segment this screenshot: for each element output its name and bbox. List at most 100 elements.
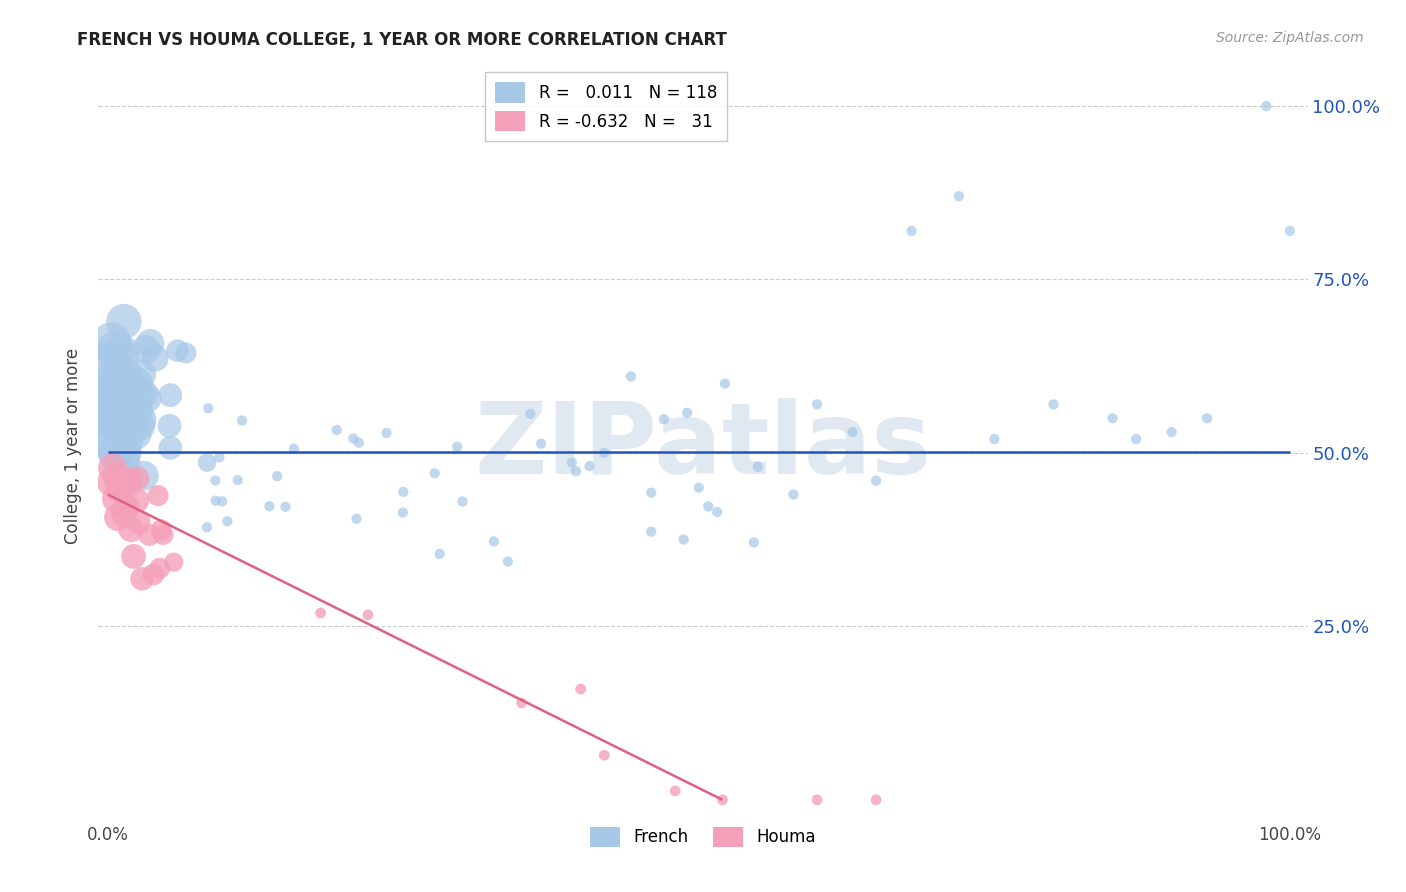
Point (174, 346, 197, 360)
Point (100, 397, 122, 411)
Point (122, 549, 145, 564)
Point (108, 482, 131, 496)
Point (652, 412, 675, 426)
Point (105, 469, 128, 483)
Point (569, 682, 592, 697)
Point (706, 505, 728, 519)
Point (127, 471, 149, 485)
Point (496, 555, 519, 569)
Point (688, 481, 710, 495)
Point (131, 572, 153, 586)
Point (283, 442, 305, 456)
Point (128, 515, 150, 529)
Point (166, 343, 188, 358)
Point (392, 484, 415, 499)
Point (697, 500, 720, 514)
Point (197, 401, 219, 416)
Point (375, 425, 398, 440)
Point (578, 459, 600, 474)
Point (204, 474, 226, 488)
Point (146, 489, 169, 503)
Point (115, 404, 138, 418)
Point (226, 473, 249, 487)
Y-axis label: College, 1 year or more: College, 1 year or more (65, 348, 83, 544)
Point (115, 499, 138, 513)
Point (640, 524, 662, 539)
Point (208, 450, 231, 465)
Point (112, 367, 135, 381)
Point (117, 382, 139, 396)
Point (118, 380, 141, 394)
Point (135, 343, 157, 357)
Point (742, 535, 765, 549)
Point (120, 523, 142, 537)
Point (132, 386, 155, 401)
Point (429, 547, 451, 561)
Point (640, 485, 662, 500)
Point (118, 474, 141, 488)
Point (159, 441, 181, 455)
Point (482, 534, 505, 549)
Point (423, 466, 446, 480)
Point (125, 426, 148, 441)
Point (900, 224, 922, 238)
Point (519, 407, 541, 421)
Point (1197, 411, 1219, 425)
Point (948, 189, 970, 203)
Point (983, 432, 1005, 446)
Point (108, 409, 131, 423)
Point (143, 351, 166, 366)
Text: FRENCH VS HOUMA COLLEGE, 1 YEAR OR MORE CORRELATION CHART: FRENCH VS HOUMA COLLEGE, 1 YEAR OR MORE … (77, 31, 727, 49)
Point (841, 425, 863, 439)
Point (111, 385, 134, 400)
Point (108, 412, 131, 426)
Point (346, 512, 368, 526)
Point (149, 561, 172, 575)
Point (107, 510, 129, 524)
Point (129, 368, 152, 382)
Point (108, 403, 131, 417)
Point (105, 415, 128, 429)
Point (266, 469, 288, 483)
Point (159, 388, 181, 402)
Point (865, 474, 887, 488)
Point (101, 460, 124, 475)
Point (565, 464, 588, 478)
Point (115, 423, 138, 437)
Point (274, 500, 297, 514)
Point (139, 336, 162, 351)
Point (195, 520, 218, 534)
Point (100, 335, 122, 350)
Point (103, 384, 125, 399)
Point (152, 528, 174, 542)
Point (115, 412, 138, 426)
Point (121, 397, 143, 411)
Point (103, 412, 125, 426)
Point (101, 434, 124, 448)
Point (806, 793, 828, 807)
Point (672, 533, 695, 547)
Point (114, 436, 136, 450)
Point (107, 376, 129, 390)
Point (100, 395, 122, 409)
Point (127, 404, 149, 418)
Point (342, 432, 364, 446)
Point (1160, 425, 1182, 439)
Point (1256, 99, 1278, 113)
Text: Source: ZipAtlas.com: Source: ZipAtlas.com (1216, 31, 1364, 45)
Point (100, 434, 122, 449)
Point (117, 409, 139, 423)
Point (510, 696, 533, 710)
Point (357, 607, 380, 622)
Point (195, 456, 218, 470)
Point (593, 446, 616, 460)
Point (112, 401, 135, 416)
Point (1042, 397, 1064, 411)
Point (714, 376, 737, 391)
Point (114, 423, 136, 437)
Point (163, 555, 186, 569)
Point (204, 493, 226, 508)
Point (676, 406, 699, 420)
Point (561, 456, 583, 470)
Point (108, 403, 131, 417)
